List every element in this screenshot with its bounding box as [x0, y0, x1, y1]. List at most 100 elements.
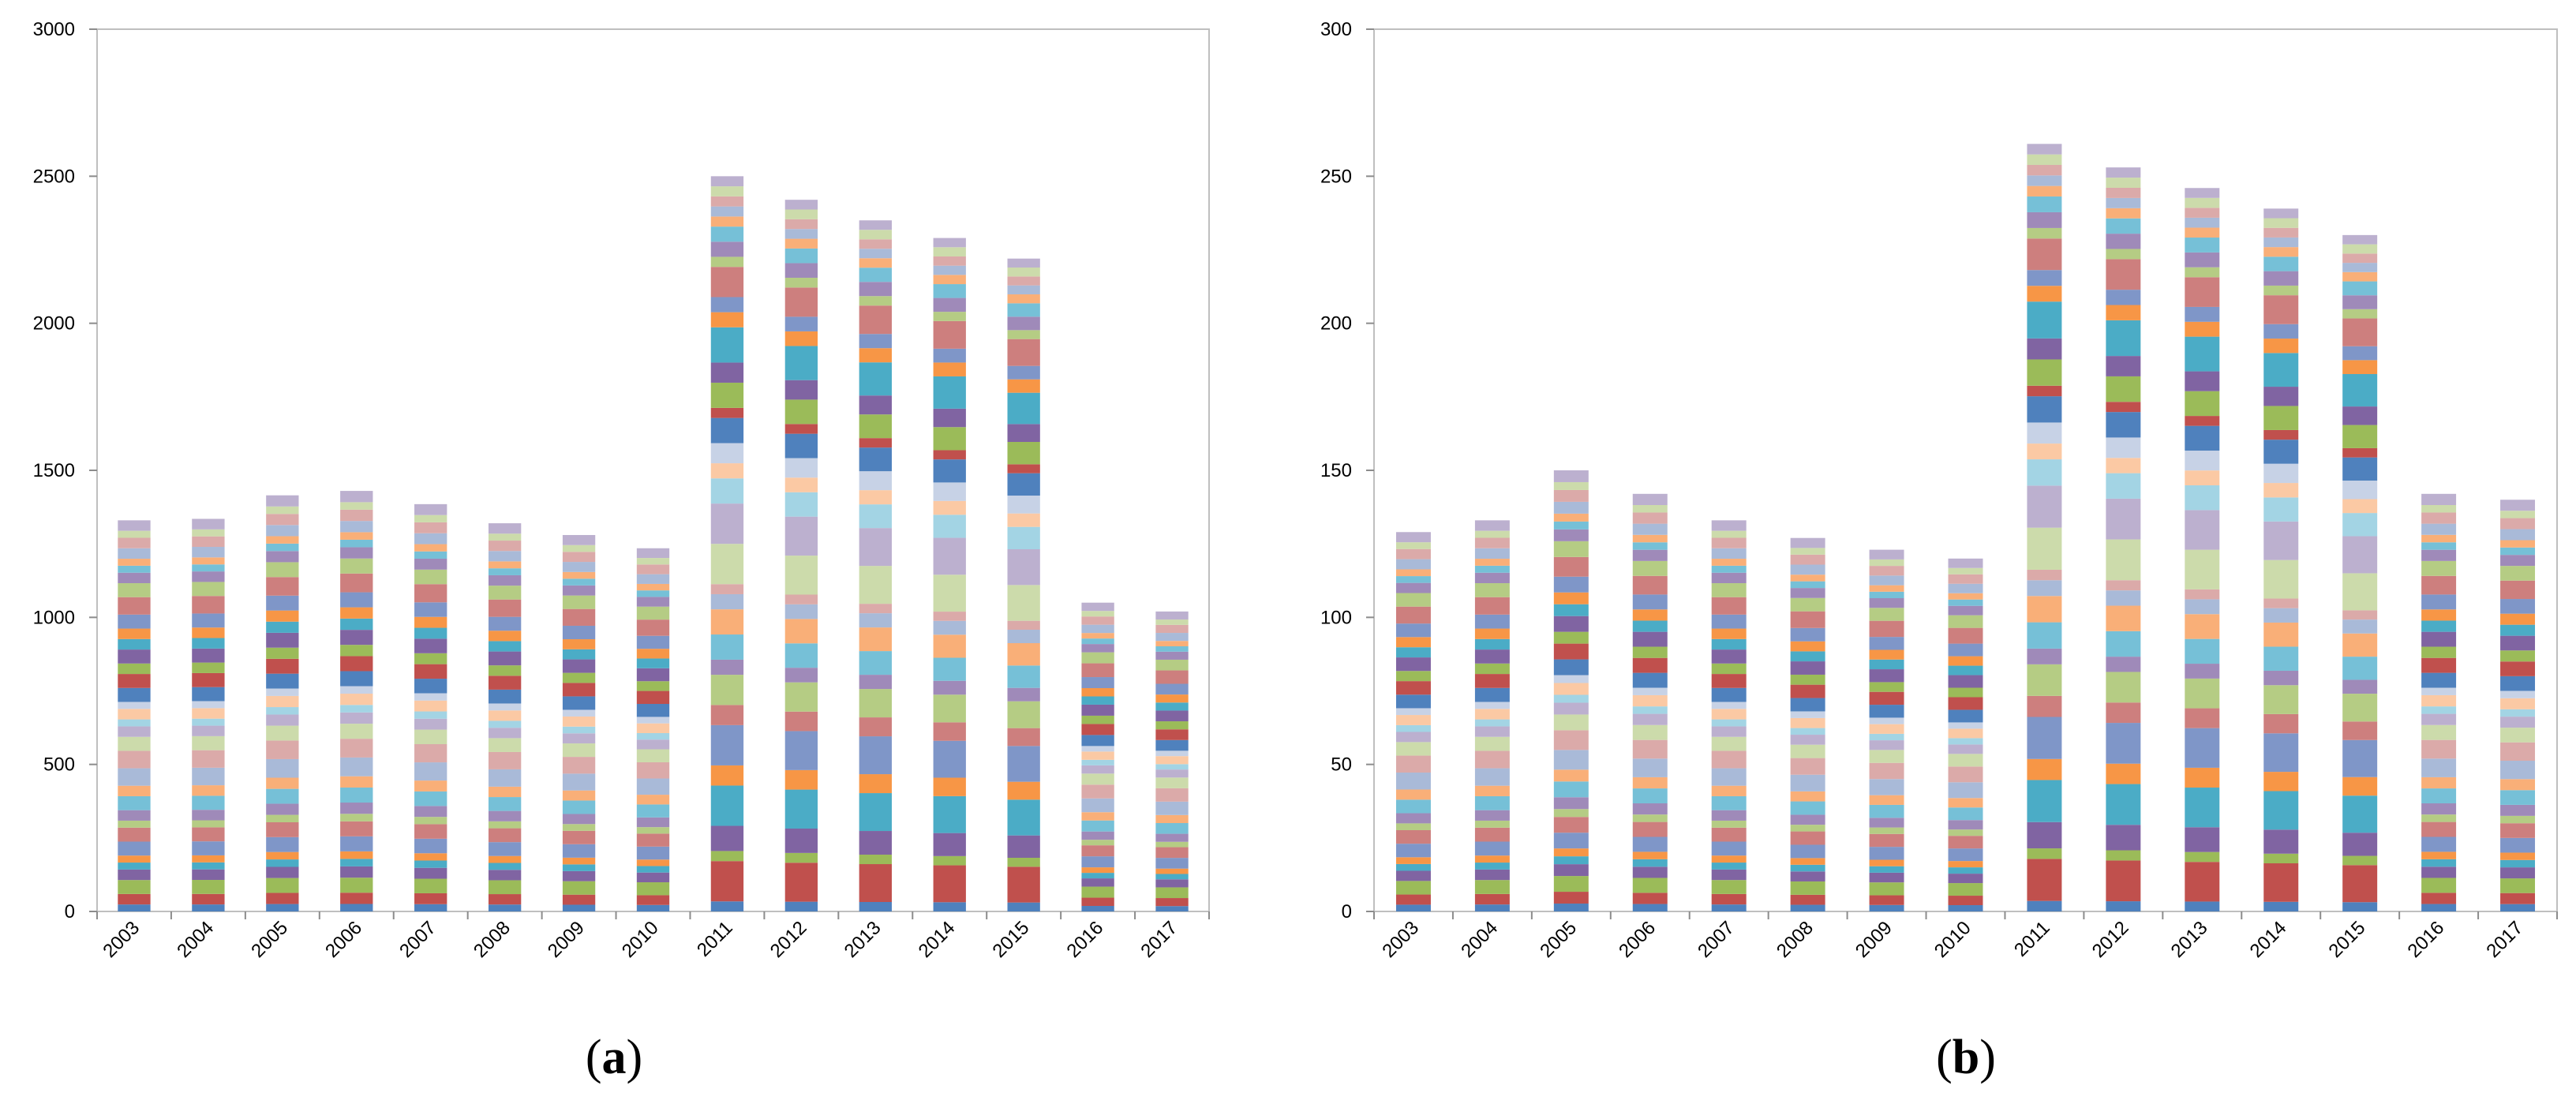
- x-tick-label: 2011: [693, 917, 737, 961]
- bar-segment: [1869, 549, 1904, 559]
- bar-segment: [2263, 218, 2299, 228]
- bar-segment: [1553, 694, 1589, 703]
- bar-segment: [488, 880, 522, 895]
- bar-segment: [1869, 733, 1904, 741]
- bar-segment: [636, 749, 670, 762]
- bar-segment: [2185, 306, 2220, 322]
- bar-segment: [1553, 501, 1589, 514]
- bar-segment: [2500, 852, 2536, 860]
- bar-segment: [1632, 739, 1668, 759]
- bar-segment: [636, 658, 670, 668]
- bar-segment: [1948, 874, 1983, 884]
- bar-segment: [2027, 338, 2062, 360]
- bar-segment: [1553, 817, 1589, 833]
- bar-segment: [1948, 574, 1983, 584]
- bar-segment: [1155, 670, 1189, 684]
- bar-segment: [710, 226, 744, 242]
- bar-segment: [2421, 694, 2457, 707]
- bar-segment: [414, 544, 447, 552]
- bar-segment: [1632, 504, 1668, 513]
- x-tick-label: 2013: [2167, 917, 2212, 962]
- bar-segment: [2027, 359, 2062, 386]
- bar-segment: [2500, 500, 2536, 511]
- x-tick-label: 2013: [841, 917, 886, 962]
- x-tick-label: 2016: [2403, 917, 2448, 962]
- bar-segment: [1155, 769, 1189, 778]
- bar-segment: [414, 515, 447, 522]
- bar-segment: [340, 645, 373, 657]
- bar-segment: [1081, 624, 1114, 634]
- bar-segment: [562, 800, 596, 814]
- bar-segment: [192, 810, 225, 821]
- bar-segment: [340, 712, 373, 724]
- bar-segment: [1711, 709, 1747, 720]
- bar-segment: [192, 869, 225, 881]
- bar-segment: [340, 618, 373, 631]
- x-tick-label: 2004: [1457, 917, 1502, 962]
- bar-segment: [1474, 520, 1510, 531]
- bar-segment: [859, 566, 892, 604]
- bar-segment: [1711, 719, 1747, 727]
- bar-segment: [2185, 788, 2220, 828]
- bar-segment: [1711, 827, 1747, 842]
- bar-segment: [562, 639, 596, 649]
- bar-segment: [266, 577, 299, 596]
- bar-segment: [1711, 537, 1747, 548]
- bar-segment: [1474, 795, 1510, 810]
- bar-segment: [414, 700, 447, 712]
- bar-segment: [1790, 641, 1825, 652]
- y-tick-label: 100: [1320, 607, 1352, 628]
- bar-segment: [636, 606, 670, 620]
- bar-segment: [118, 674, 151, 688]
- bar-segment: [2421, 560, 2457, 576]
- bar-segment: [562, 578, 596, 586]
- bar-segment: [2421, 878, 2457, 893]
- bar-segment: [1632, 493, 1668, 505]
- bar-segment: [1869, 598, 1904, 608]
- bar-segment: [1711, 674, 1747, 688]
- bar-segment: [2342, 318, 2378, 346]
- bar-segment: [1395, 894, 1431, 905]
- bar-segment: [1790, 904, 1825, 911]
- bar-segment: [1711, 785, 1747, 796]
- bar-segment: [933, 265, 966, 275]
- bar-segment: [192, 725, 225, 736]
- bar-segment: [2027, 286, 2062, 302]
- bar-segment: [266, 740, 299, 759]
- bar-segment: [2106, 187, 2141, 198]
- bar-segment: [710, 206, 744, 217]
- bar-segment: [1869, 608, 1904, 621]
- bar-segment: [562, 743, 596, 758]
- bar-segment: [1155, 847, 1189, 859]
- bar-segment: [118, 559, 151, 566]
- bar-segment: [1632, 657, 1668, 673]
- bar-segment: [340, 814, 373, 821]
- bar-segment: [562, 870, 596, 881]
- y-tick-label: 2000: [33, 313, 75, 335]
- bar-segment: [933, 427, 966, 451]
- y-tick-label: 500: [43, 754, 75, 776]
- bar-segment: [1632, 851, 1668, 859]
- bar-segment: [2027, 780, 2062, 822]
- bar-segment: [2342, 309, 2378, 319]
- bar-segment: [2421, 836, 2457, 852]
- bar-segment: [784, 331, 818, 346]
- bar-segment: [1790, 588, 1825, 598]
- bar-segment: [1474, 750, 1510, 769]
- bar-segment: [1790, 881, 1825, 895]
- bar-segment: [2185, 416, 2220, 426]
- bar-segment: [1395, 559, 1431, 570]
- bar-segment: [1007, 902, 1040, 911]
- bar-segment: [1553, 797, 1589, 810]
- bar-segment: [1632, 646, 1668, 658]
- bar-segment: [2106, 376, 2141, 402]
- bar-segment: [1948, 605, 1983, 616]
- bar-segment: [266, 562, 299, 578]
- bar-segment: [2106, 784, 2141, 825]
- bar-segment: [1474, 572, 1510, 584]
- bar-segment: [2421, 646, 2457, 658]
- bar-segment: [192, 767, 225, 786]
- bar-segment: [1395, 724, 1431, 732]
- bar-segment: [2027, 859, 2062, 901]
- bar-segment: [2500, 675, 2536, 691]
